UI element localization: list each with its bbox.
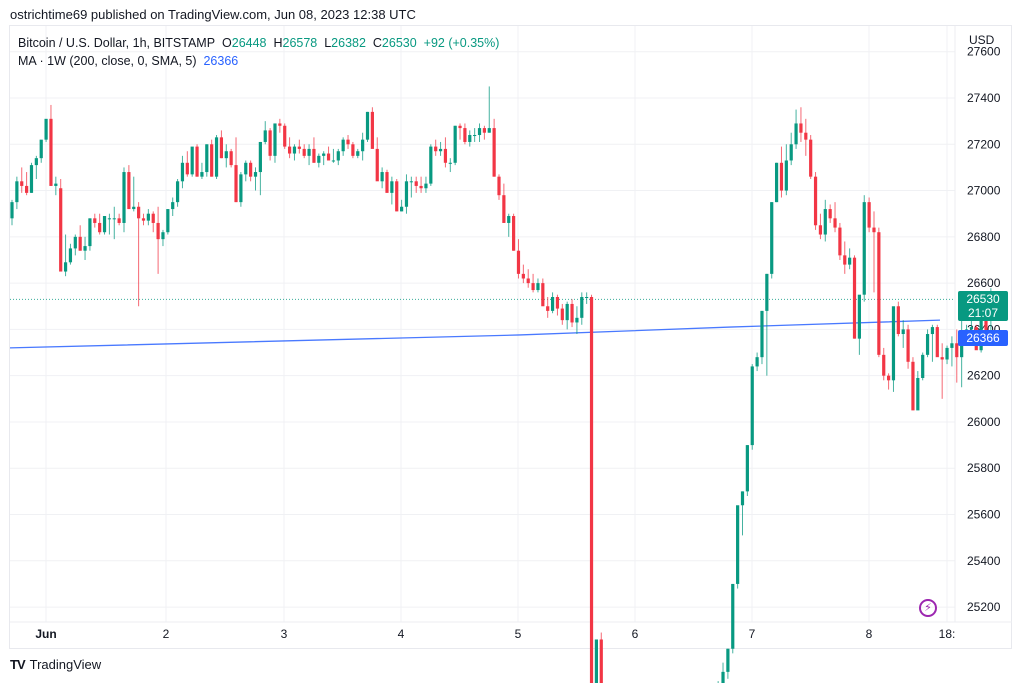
x-tick-label: 3 — [281, 627, 288, 641]
last-price-tag: 26530 21:07 — [958, 291, 1008, 321]
y-tick-label: 25200 — [967, 600, 1001, 614]
open-label: O — [222, 36, 232, 50]
chart-legend: Bitcoin / U.S. Dollar, 1h, BITSTAMP O264… — [18, 34, 499, 70]
ma-price-tag: 26366 — [958, 330, 1008, 346]
bar-countdown: 21:07 — [967, 306, 999, 320]
y-tick-label: 27200 — [967, 137, 1001, 151]
tradingview-wordmark: TradingView — [29, 657, 102, 672]
y-tick-label: 26800 — [967, 230, 1001, 244]
x-tick-label: 18: — [939, 627, 956, 641]
x-tick-label: 6 — [632, 627, 639, 641]
y-tick-label: 26000 — [967, 415, 1001, 429]
y-tick-label: 25800 — [967, 461, 1001, 475]
ma-value: 26366 — [203, 54, 239, 68]
legend-symbol-row[interactable]: Bitcoin / U.S. Dollar, 1h, BITSTAMP O264… — [18, 34, 499, 52]
high-value: 26578 — [282, 36, 318, 50]
legend-ma-row[interactable]: MA · 1W (200, close, 0, SMA, 5) 26366 — [18, 52, 499, 70]
change-value: +92 (+0.35%) — [423, 36, 500, 50]
chart-frame[interactable] — [9, 25, 1012, 649]
candles — [10, 86, 993, 683]
lightning-bolt-icon[interactable]: ⚡︎ — [919, 599, 937, 617]
low-value: 26382 — [331, 36, 366, 50]
close-value: 26530 — [381, 36, 417, 50]
y-tick-label: 25600 — [967, 508, 1001, 522]
tradingview-footer[interactable]: TV TradingView — [10, 657, 101, 672]
x-tick-label: 2 — [163, 627, 170, 641]
ma-label: MA · 1W (200, close, 0, SMA, 5) — [18, 54, 197, 68]
y-tick-label: 27600 — [967, 45, 1001, 59]
y-tick-label: 25400 — [967, 554, 1001, 568]
y-tick-label: 26600 — [967, 276, 1001, 290]
last-price-value: 26530 — [966, 292, 1000, 306]
currency-label: USD — [969, 33, 995, 47]
open-value: 26448 — [231, 36, 267, 50]
x-tick-label: 5 — [515, 627, 522, 641]
x-tick-label: 7 — [749, 627, 756, 641]
x-tick-label: 8 — [866, 627, 873, 641]
close-label: C — [372, 36, 382, 50]
symbol-description: Bitcoin / U.S. Dollar, 1h, BITSTAMP — [18, 36, 216, 50]
publish-line: ostrichtime69 published on TradingView.c… — [10, 7, 416, 22]
low-label: L — [324, 36, 332, 50]
tradingview-logo-icon: TV — [10, 657, 26, 672]
high-label: H — [273, 36, 283, 50]
x-tick-label: Jun — [35, 627, 56, 641]
y-tick-label: 27400 — [967, 91, 1001, 105]
y-tick-label: 27000 — [967, 184, 1001, 198]
x-tick-label: 4 — [398, 627, 405, 641]
y-tick-label: 26200 — [967, 369, 1001, 383]
